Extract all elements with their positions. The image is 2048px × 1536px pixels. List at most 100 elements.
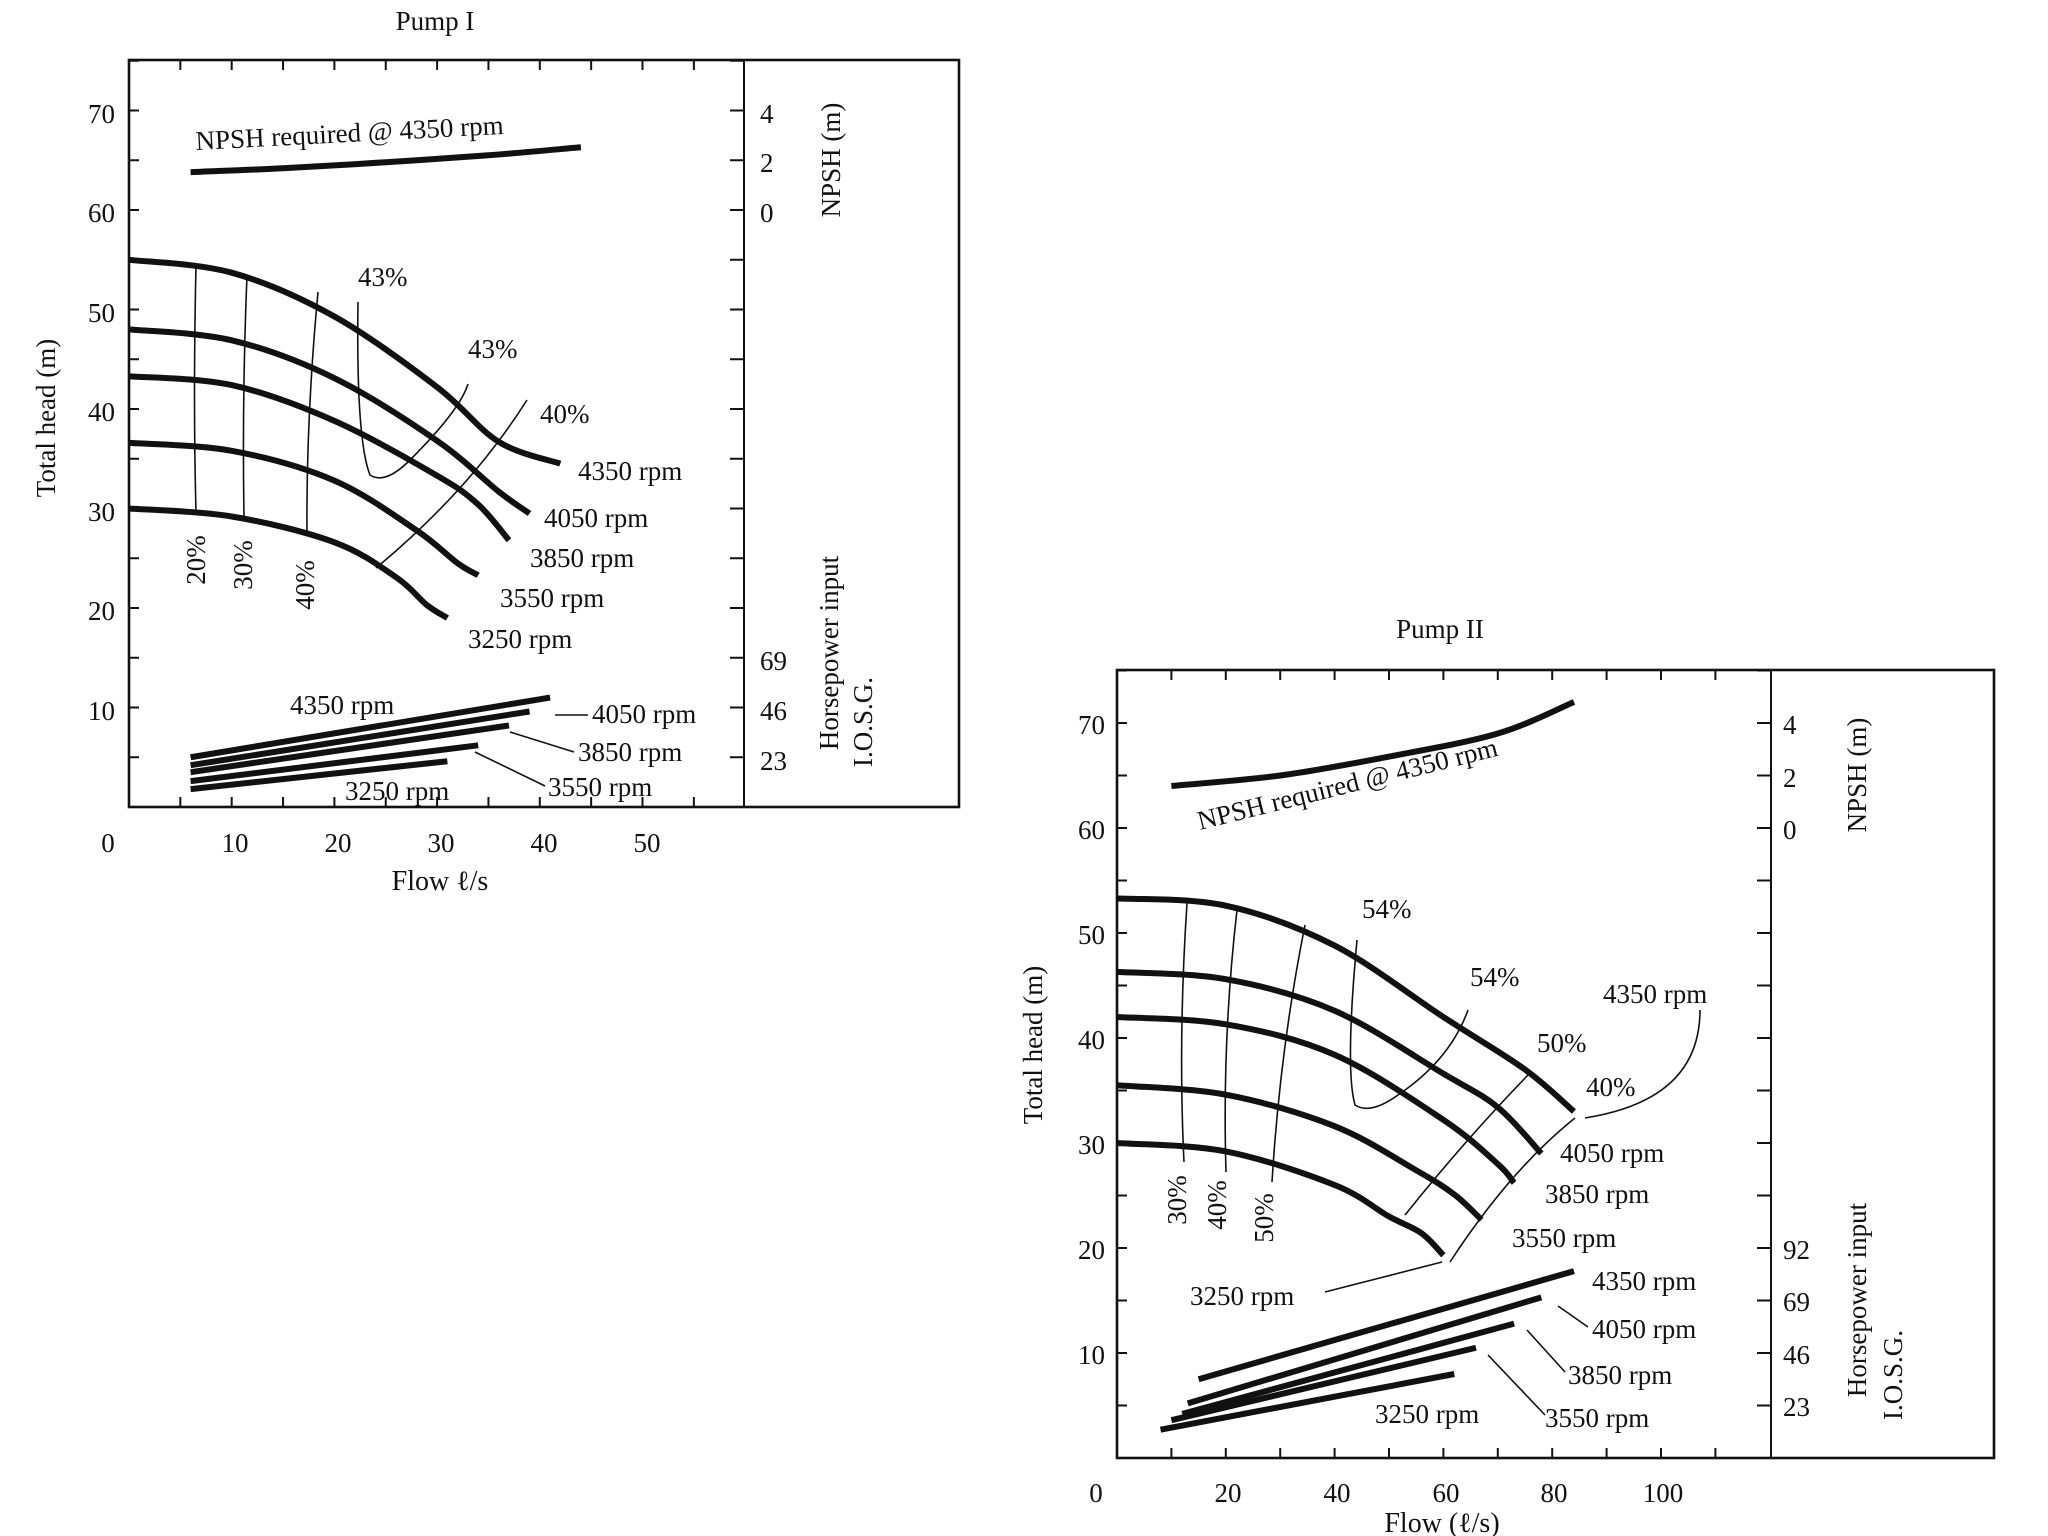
pump-1-x-label: Flow ℓ/s <box>392 866 489 897</box>
p2-head-curve-3250-rpm <box>1116 1140 1446 1258</box>
pump-1-x-tick-0: 0 <box>101 828 115 858</box>
pump-2-hp-tick-69: 69 <box>1783 1287 1810 1317</box>
p2-head-curve-3550-rpm <box>1116 1082 1484 1222</box>
pump-1-npsh-axis-label: NPSH (m) <box>816 103 846 218</box>
pump-2-y-tick-70: 70 <box>1078 710 1105 740</box>
pump-1-eff-40-line <box>306 291 319 536</box>
pump-2-frame <box>1115 668 1996 1460</box>
pump-1-y-tick-70: 70 <box>88 99 115 129</box>
pump-2-y-tick-50: 50 <box>1078 920 1105 950</box>
pump-1-frame <box>127 58 961 809</box>
pump-1-hp-tick-69: 69 <box>760 646 787 676</box>
pump-2-y-tick-40: 40 <box>1078 1025 1105 1055</box>
pump-1-eff-label-43b: 43% <box>468 334 518 364</box>
pump-1-y-tick-30: 30 <box>88 497 115 527</box>
pump-1-hp-axis-label-2: I.O.S.G. <box>848 677 878 767</box>
pump-2-minor-ticks <box>1117 669 1771 1458</box>
pump-2-npsh-tick-4: 4 <box>1783 710 1797 740</box>
pump-1-x-tick-10: 10 <box>222 828 249 858</box>
pump-2-hp-label-4050: 4050 rpm <box>1592 1314 1696 1344</box>
pump-2-eff-label-54b: 54% <box>1470 962 1520 992</box>
p1-hp-line-4350-rpm <box>190 694 551 761</box>
pump-1-curve-label-3250: 3250 rpm <box>468 624 572 654</box>
pump-2-x-tick-80: 80 <box>1541 1478 1568 1508</box>
pump-2-x-tick-100: 100 <box>1643 1478 1684 1508</box>
pump-2-eff-54-contour <box>1349 939 1469 1110</box>
pump-1-eff-label-20: 20% <box>181 535 211 585</box>
pump-2-y-tick-20: 20 <box>1078 1235 1105 1265</box>
pump-1-y-label: Total head (m) <box>31 339 61 498</box>
p1-hp-line-4050-rpm <box>190 708 530 769</box>
pump-2-npsh-axis-label: NPSH (m) <box>1842 718 1872 833</box>
pump-2-eff-50-line <box>1271 924 1306 1183</box>
pump-1-hp-label-4350: 4350 rpm <box>290 690 394 720</box>
pump-1-eff-label-40: 40% <box>540 399 590 429</box>
pump-2-hp-arrow-3850 <box>1526 1329 1566 1373</box>
p2-npsh-curve <box>1171 699 1576 789</box>
p1-hp-line-3250-rpm <box>190 758 448 793</box>
pump-2-hp-tick-92: 92 <box>1783 1235 1810 1265</box>
pump-1-hp-label-3550: 3550 rpm <box>548 772 652 802</box>
pump-2-plot-area <box>1116 699 1576 1433</box>
pump-1-y-tick-50: 50 <box>88 298 115 328</box>
pump-1-hp-arrow-3850 <box>509 731 575 753</box>
pump-2-hp-arrow-4050 <box>1557 1305 1589 1328</box>
pump-1-hp-label-3250: 3250 rpm <box>345 776 449 806</box>
pump-1-eff-20-line <box>193 264 197 513</box>
p1-head-curve-3550-rpm <box>128 439 480 578</box>
pump-2-arrow-3250 <box>1324 1261 1443 1293</box>
pump-2-eff-label-30: 30% <box>1162 1175 1192 1225</box>
pump-2-y-tick-60: 60 <box>1078 815 1105 845</box>
pump-1-y-tick-40: 40 <box>88 397 115 427</box>
pump-2-hp-arrow-3550 <box>1487 1354 1546 1416</box>
pump-1-curve-label-4350: 4350 rpm <box>578 456 682 486</box>
pump-1-hp-label-4050: 4050 rpm <box>592 699 696 729</box>
pump-2-curve-label-3550: 3550 rpm <box>1512 1223 1616 1253</box>
pump-1-hp-axis-label-1: Horsepower input <box>814 555 844 750</box>
p2-head-curve-3850-rpm <box>1116 1014 1517 1185</box>
p1-head-curve-4050-rpm <box>128 326 532 516</box>
p2-head-curve-4350-rpm <box>1116 895 1576 1114</box>
pump-1-title: Pump I <box>396 6 475 36</box>
pump-1-x-tick-40: 40 <box>531 828 558 858</box>
pump-1-eff-label-40b: 40% <box>290 560 320 610</box>
pump-2-hp-label-3850: 3850 rpm <box>1568 1360 1672 1390</box>
p2-hp-line-3250-rpm <box>1159 1371 1455 1433</box>
pump-1-chart: Pump I 70 60 50 40 30 20 10 0 10 20 30 4… <box>31 6 961 897</box>
pump-2-y-label: Total head (m) <box>1018 966 1048 1125</box>
pump-2-eff-30-line <box>1180 902 1188 1163</box>
pump-1-hp-arrow-3550 <box>474 751 546 787</box>
pump-2-hp-label-4350: 4350 rpm <box>1592 1266 1696 1296</box>
pump-2-eff-label-50b: 50% <box>1249 1193 1279 1243</box>
pump-2-hp-label-3550: 3550 rpm <box>1545 1403 1649 1433</box>
pump-2-npsh-label: NPSH required @ 4350 rpm <box>1194 732 1500 836</box>
pump-1-eff-43-contour <box>356 301 469 479</box>
pump-2-chart: Pump II 70 60 50 40 30 20 10 0 20 40 60 … <box>1018 614 1996 1536</box>
p1-hp-line-3550-rpm <box>190 742 479 785</box>
pump-2-eff-label-40: 40% <box>1586 1072 1636 1102</box>
pump-2-hp-tick-23: 23 <box>1783 1392 1810 1422</box>
pump-2-npsh-tick-0: 0 <box>1783 815 1797 845</box>
pump-2-curve-label-4350: 4350 rpm <box>1603 979 1707 1009</box>
p1-head-curve-3850-rpm <box>128 373 512 543</box>
pump-1-y-tick-10: 10 <box>88 696 115 726</box>
pump-2-arrow-4350 <box>1584 1009 1701 1119</box>
pump-1-y-tick-60: 60 <box>88 198 115 228</box>
pump-2-curve-label-3250: 3250 rpm <box>1190 1281 1294 1311</box>
pump-2-x-label: Flow (ℓ/s) <box>1384 1508 1499 1536</box>
pump-1-hp-tick-46: 46 <box>760 696 787 726</box>
p1-head-curve-3250-rpm <box>128 505 449 621</box>
pump-2-x-tick-20: 20 <box>1215 1478 1242 1508</box>
pump-1-eff-40-right-line <box>375 399 528 569</box>
p1-hp-line-3850-rpm <box>190 722 510 776</box>
pump-2-curve-label-4050: 4050 rpm <box>1560 1138 1664 1168</box>
pump-1-curve-label-4050: 4050 rpm <box>544 503 648 533</box>
pump-1-eff-label-30: 30% <box>228 540 258 590</box>
pump-1-curve-label-3550: 3550 rpm <box>500 583 604 613</box>
pump-1-npsh-tick-2: 2 <box>760 148 774 178</box>
pump-1-hp-label-3850: 3850 rpm <box>578 737 682 767</box>
p1-npsh-curve <box>190 144 582 176</box>
pump-1-x-tick-30: 30 <box>428 828 455 858</box>
pump-2-hp-axis-label-1: Horsepower input <box>1842 1202 1872 1397</box>
